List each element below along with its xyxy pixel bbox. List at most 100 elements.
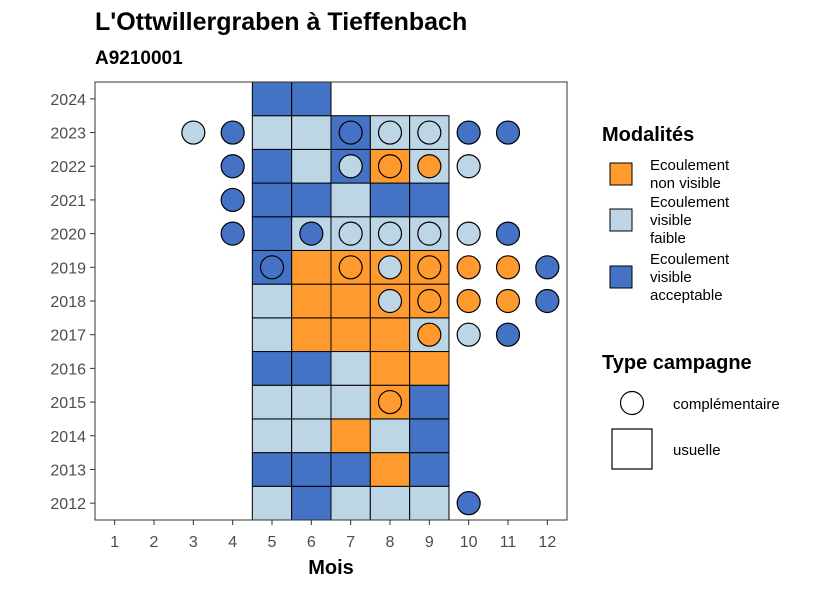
usuelle-cell bbox=[251, 485, 293, 521]
usuelle-cell bbox=[369, 317, 411, 353]
complementaire-point bbox=[417, 120, 442, 145]
complementaire-point bbox=[417, 255, 442, 280]
complementaire-point bbox=[220, 187, 245, 213]
usuelle-cell bbox=[330, 485, 371, 521]
usuelle-cell bbox=[330, 283, 371, 319]
usuelle-cell bbox=[251, 452, 293, 487]
usuelle-cell bbox=[291, 283, 332, 319]
y-tick-label: 2022 bbox=[50, 159, 86, 176]
legend-label-faible: visible bbox=[650, 212, 692, 229]
complementaire-point bbox=[535, 288, 560, 314]
complementaire-point bbox=[377, 255, 403, 280]
usuelle-cell bbox=[251, 216, 293, 251]
x-axis-title: Mois bbox=[308, 557, 354, 579]
legend-label-faible: faible bbox=[650, 230, 686, 247]
y-tick-label: 2012 bbox=[50, 496, 86, 513]
legend-label-faible: Ecoulement bbox=[650, 194, 730, 211]
usuelle-cell bbox=[369, 418, 411, 454]
y-tick-label: 2015 bbox=[50, 395, 86, 412]
usuelle-cell bbox=[251, 418, 293, 454]
legend-label-acceptable: Ecoulement bbox=[650, 251, 730, 268]
complementaire-point bbox=[377, 221, 403, 246]
complementaire-point bbox=[495, 322, 521, 347]
x-tick-label: 12 bbox=[538, 534, 556, 551]
legend-square-icon bbox=[611, 428, 653, 470]
y-axis: 2012 2013 2014 2015 2016 2017 2018 2019 2020 2021… bbox=[50, 92, 95, 513]
usuelle-cell bbox=[409, 182, 450, 218]
x-tick-label: 10 bbox=[460, 534, 478, 551]
usuelle-cell bbox=[251, 115, 293, 150]
complementaire-point bbox=[338, 120, 363, 145]
complementaire-point bbox=[456, 288, 481, 314]
complementaire-point bbox=[417, 288, 442, 314]
usuelle-cell bbox=[251, 182, 293, 218]
usuelle-cell bbox=[251, 351, 293, 386]
complementaire-point bbox=[495, 255, 521, 280]
usuelle-cell bbox=[291, 485, 332, 521]
legend-label-non_visible: Ecoulement bbox=[650, 157, 730, 174]
complementaire-point bbox=[377, 288, 403, 314]
complementaire-point bbox=[495, 288, 521, 314]
usuelle-cell bbox=[409, 452, 450, 487]
complementaire-point bbox=[220, 120, 245, 145]
complementaire-point bbox=[181, 120, 206, 145]
usuelle-cell bbox=[291, 351, 332, 386]
usuelle-cell bbox=[409, 485, 450, 521]
usuelle-cell bbox=[291, 148, 332, 184]
complementaire-point bbox=[338, 154, 363, 179]
x-tick-label: 3 bbox=[189, 534, 198, 551]
usuelle-cell bbox=[291, 418, 332, 454]
complementaire-point bbox=[417, 221, 442, 246]
usuelle-cell bbox=[291, 249, 332, 285]
legend-type-label: usuelle bbox=[673, 442, 721, 459]
complementaire-point bbox=[220, 221, 245, 246]
usuelle-cell bbox=[291, 81, 332, 117]
legend-type-campagne: Type campagne complémentaire usuelle bbox=[602, 352, 780, 470]
usuelle-cell bbox=[369, 182, 411, 218]
complementaire-point bbox=[220, 154, 245, 179]
complementaire-point bbox=[417, 322, 442, 347]
usuelle-cell bbox=[251, 148, 293, 184]
y-tick-label: 2016 bbox=[50, 361, 86, 378]
usuelle-cell bbox=[251, 384, 293, 420]
complementaire-point bbox=[377, 154, 403, 179]
x-tick-label: 7 bbox=[346, 534, 355, 551]
legend-swatch-non_visible bbox=[609, 162, 633, 186]
y-tick-label: 2017 bbox=[50, 328, 86, 345]
complementaire-point bbox=[456, 491, 481, 516]
usuelle-cell bbox=[251, 283, 293, 319]
usuelle-cell bbox=[369, 452, 411, 487]
usuelle-cell bbox=[330, 317, 371, 353]
complementaire-point bbox=[456, 255, 481, 280]
usuelle-cell bbox=[369, 351, 411, 386]
usuelle-cell bbox=[330, 452, 371, 487]
y-tick-label: 2013 bbox=[50, 462, 86, 479]
y-tick-label: 2018 bbox=[50, 294, 86, 311]
x-tick-label: 8 bbox=[386, 534, 395, 551]
y-tick-label: 2019 bbox=[50, 260, 86, 277]
complementaire-points bbox=[181, 120, 560, 516]
usuelle-cell bbox=[291, 317, 332, 353]
complementaire-point bbox=[377, 389, 403, 415]
legend-swatch-acceptable bbox=[609, 265, 633, 289]
complementaire-point bbox=[495, 221, 521, 246]
complementaire-point bbox=[338, 255, 363, 280]
usuelle-cell bbox=[291, 384, 332, 420]
y-tick-label: 2023 bbox=[50, 126, 86, 143]
legend-swatch-faible bbox=[609, 208, 633, 232]
y-tick-label: 2014 bbox=[50, 429, 86, 446]
complementaire-point bbox=[299, 221, 324, 246]
x-tick-label: 5 bbox=[268, 534, 277, 551]
legend-label-acceptable: visible bbox=[650, 269, 692, 286]
x-tick-label: 6 bbox=[307, 534, 316, 551]
x-tick-label: 1 bbox=[110, 534, 119, 551]
usuelle-cell bbox=[330, 182, 371, 218]
usuelle-cell bbox=[409, 384, 450, 420]
usuelle-cell bbox=[291, 452, 332, 487]
x-axis: 1 2 3 4 5 6 7 8 9 10 11 12 bbox=[110, 520, 556, 551]
usuelle-cell bbox=[409, 351, 450, 386]
complementaire-point bbox=[495, 120, 521, 145]
usuelle-cell bbox=[291, 182, 332, 218]
